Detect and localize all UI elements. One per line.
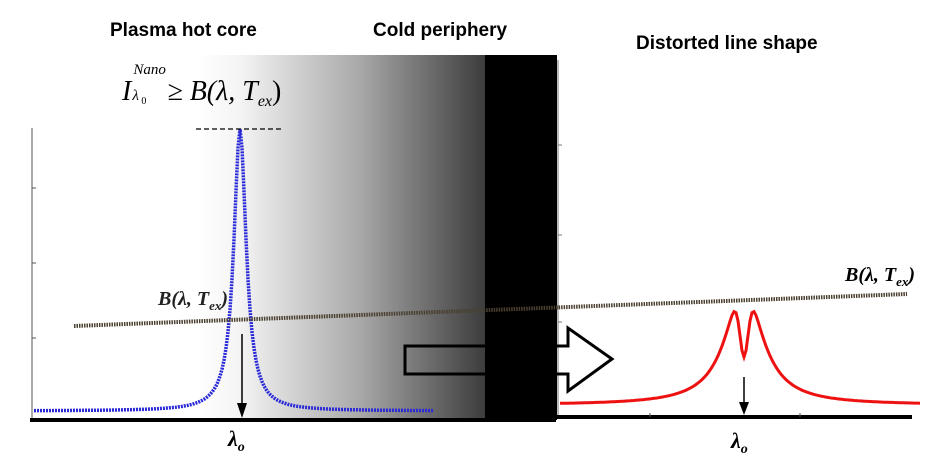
eq-subscript-zero: 0 — [141, 96, 147, 107]
eq-subscript-lambda: λ — [132, 88, 139, 104]
equation-intensity-condition: I Nano λ 0 ≥ B(λ, Tex) — [122, 62, 282, 111]
self-absorbed-line-profile-red — [560, 309, 921, 405]
eq-rhs-close: ) — [272, 76, 282, 107]
label-plasma-hot-core: Plasma hot core — [110, 20, 257, 41]
transition-arrow — [403, 325, 615, 394]
planck-label-right: B(λ, Tex) — [845, 264, 916, 289]
right-lambda-arrow — [739, 377, 749, 415]
planck-label-left: B(λ, Tex) — [158, 288, 229, 313]
lambda0-label-left: λo — [228, 426, 245, 455]
eq-rhs-subscript: ex — [257, 93, 273, 110]
cold-periphery-dark-edge — [485, 55, 557, 420]
planck-blackbody-line — [73, 292, 908, 328]
emission-line-profile-blue — [34, 128, 434, 413]
eq-rhs: ≥ B(λ, T — [167, 76, 258, 107]
eq-superscript: Nano — [133, 62, 166, 78]
left-axes — [30, 128, 556, 422]
right-axes — [556, 60, 912, 419]
label-distorted-line-shape: Distorted line shape — [636, 33, 818, 54]
lambda0-label-right: λo — [731, 428, 748, 456]
label-cold-periphery: Cold periphery — [373, 20, 508, 41]
left-lambda-arrow — [237, 334, 247, 418]
eq-intensity-symbol: I — [122, 76, 132, 107]
